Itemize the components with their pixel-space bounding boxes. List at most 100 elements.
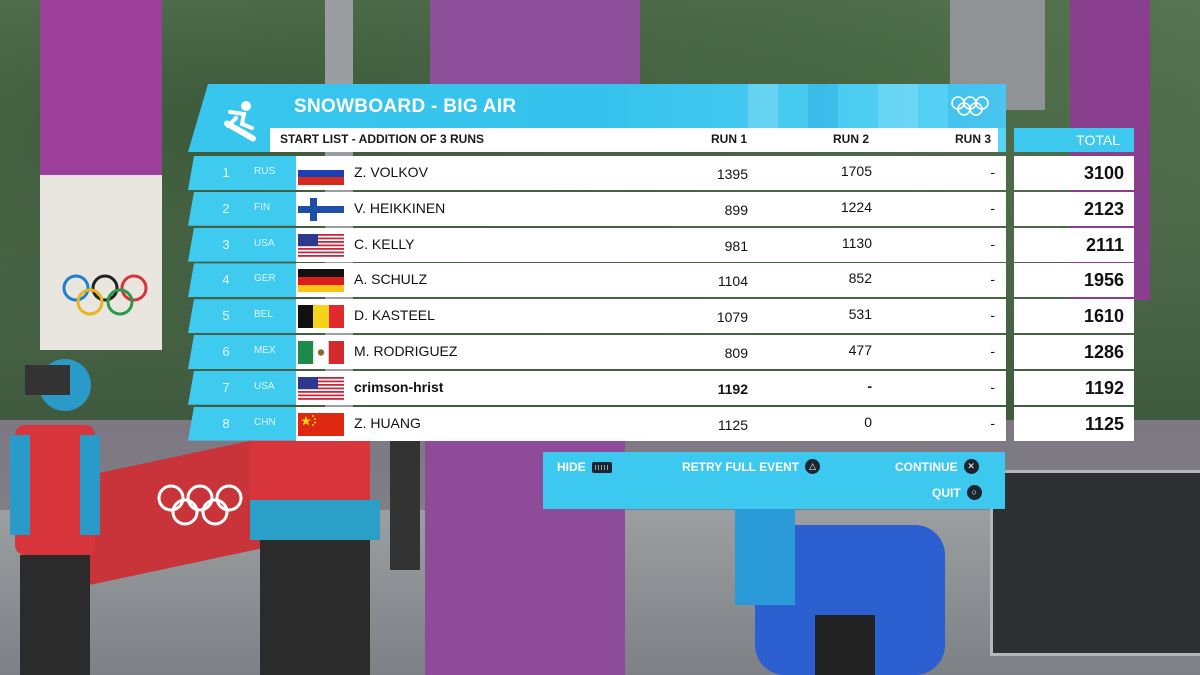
olympic-rings-banner-icon [62, 274, 148, 316]
camera-operator-figure [10, 359, 100, 675]
retry-label: RETRY FULL EVENT [682, 459, 800, 474]
rank-number: 3 [222, 236, 230, 252]
rank-number: 5 [222, 308, 230, 324]
table-row: 3 USA C. KELLY 981 1130 - 2111 [188, 227, 1138, 262]
run3-score: - [990, 414, 995, 431]
circle-button-icon: ○ [966, 485, 982, 500]
event-title: SNOWBOARD - BIG AIR [294, 96, 517, 117]
scoreboard: SNOWBOARD - BIG AIR START LIST - ADDITIO… [188, 84, 1138, 514]
snowboard-icon [224, 101, 256, 142]
run1-score: 981 [724, 237, 748, 254]
run3-score: - [990, 235, 995, 252]
table-row: 6 MEX M. RODRIGUEZ 809 477 - 1286 [188, 335, 1138, 369]
athlete-name: M. RODRIGUEZ [354, 343, 458, 359]
run1-score: 1192 [717, 380, 748, 397]
run3-score: - [990, 307, 995, 324]
rank-number: 6 [222, 344, 230, 359]
rank-tab: 4 GER [188, 263, 296, 298]
touchpad-icon [591, 461, 612, 473]
athlete-name: Z. VOLKOV [354, 164, 428, 180]
run1-score: 1395 [716, 166, 748, 182]
row-body: Z. VOLKOV 1395 1705 - [296, 156, 1006, 190]
action-menu: HIDE RETRY FULL EVENT △ CONTINUE ✕ QUIT … [543, 452, 1005, 509]
rank-number: 7 [222, 379, 230, 395]
rank-tab: 8 CHN [188, 406, 296, 441]
country-code: BEL [254, 309, 273, 321]
finland-flag [298, 197, 344, 221]
run3-score: - [990, 164, 995, 180]
table-row: 2 FIN V. HEIKKINEN 899 1224 - 2123 [188, 191, 1138, 226]
run1-score: 1125 [717, 416, 748, 433]
russia-flag [298, 162, 344, 185]
row-body: V. HEIKKINEN 899 1224 - [296, 191, 1006, 226]
country-code: CHN [254, 416, 276, 428]
rank-tab: 5 BEL [188, 299, 296, 334]
purple-banner-top [430, 0, 640, 90]
run1-score: 899 [724, 201, 748, 218]
olympic-rings-icon [951, 96, 989, 116]
china-flag [298, 412, 344, 436]
rank-tab: 3 USA [188, 227, 296, 262]
hide-button[interactable]: HIDE [557, 460, 612, 474]
continue-label: CONTINUE [895, 459, 958, 474]
run1-score: 1104 [717, 273, 748, 290]
country-code: USA [254, 237, 275, 249]
table-row: 7 USA crimson-hrist 1192 - - 1192 [188, 370, 1138, 405]
athlete-name: V. HEIKKINEN [354, 199, 446, 216]
rank-tab: 7 USA [188, 370, 296, 405]
athlete-name: C. KELLY [354, 235, 415, 252]
rank-number: 2 [222, 200, 230, 216]
table-row: 5 BEL D. KASTEEL 1079 531 - 1610 [188, 299, 1138, 334]
retry-full-event-button[interactable]: RETRY FULL EVENT △ [682, 459, 821, 474]
athlete-name: D. KASTEEL [354, 307, 435, 324]
rank-number: 8 [222, 415, 230, 431]
row-body: D. KASTEEL 1079 531 - [296, 299, 1006, 334]
quit-label: QUIT [932, 485, 961, 500]
row-body: A. SCHULZ 1104 852 - [296, 263, 1006, 298]
athlete-name: crimson-hrist [354, 378, 444, 395]
table-row: 1 RUS Z. VOLKOV 1395 1705 - 3100 [188, 156, 1138, 190]
run2-score: 531 [848, 306, 872, 323]
total-score: 2123 [1014, 191, 1134, 226]
usa-flag [298, 376, 344, 400]
run1-header: RUN 1 [711, 132, 748, 146]
run2-score: 0 [864, 413, 872, 430]
run2-score: 852 [848, 270, 872, 287]
total-header: TOTAL [1014, 128, 1134, 152]
spectator-figure [250, 440, 420, 675]
quit-button[interactable]: QUIT ○ [932, 485, 982, 500]
run1-score: 1079 [716, 309, 748, 326]
country-code: FIN [254, 201, 271, 213]
country-code: USA [254, 380, 275, 392]
run2-score: 477 [848, 342, 872, 358]
country-code: RUS [254, 166, 276, 177]
run2-score: - [867, 377, 872, 394]
table-row: 8 CHN Z. HUANG 1125 0 - 1125 [188, 406, 1138, 441]
olympic-banner-left [40, 0, 162, 350]
total-score: 2111 [1014, 227, 1134, 262]
table-row: 4 GER A. SCHULZ 1104 852 - 1956 [188, 263, 1138, 298]
run3-score: - [990, 199, 995, 216]
rank-number: 4 [222, 272, 230, 288]
run2-score: 1130 [841, 234, 872, 251]
athlete-name: A. SCHULZ [354, 271, 428, 288]
hide-label: HIDE [557, 460, 586, 474]
run1-score: 809 [724, 345, 748, 361]
run2-score: 1705 [840, 163, 872, 179]
triangle-button-icon: △ [805, 459, 821, 474]
country-code: GER [254, 273, 276, 285]
germany-flag [298, 269, 344, 293]
run2-score: 1224 [840, 198, 872, 215]
cross-button-icon: ✕ [963, 459, 979, 474]
row-body: M. RODRIGUEZ 809 477 - [296, 335, 1006, 369]
belgium-flag [298, 305, 344, 329]
run3-header: RUN 3 [955, 132, 992, 146]
total-score: 3100 [1014, 156, 1134, 190]
country-code: MEX [254, 345, 276, 356]
usa-flag [298, 233, 344, 257]
run3-score: - [990, 378, 995, 395]
run3-score: - [990, 271, 995, 288]
total-score: 1286 [1014, 335, 1134, 369]
rank-tab: 6 MEX [188, 335, 296, 369]
continue-button[interactable]: CONTINUE ✕ [895, 459, 979, 474]
